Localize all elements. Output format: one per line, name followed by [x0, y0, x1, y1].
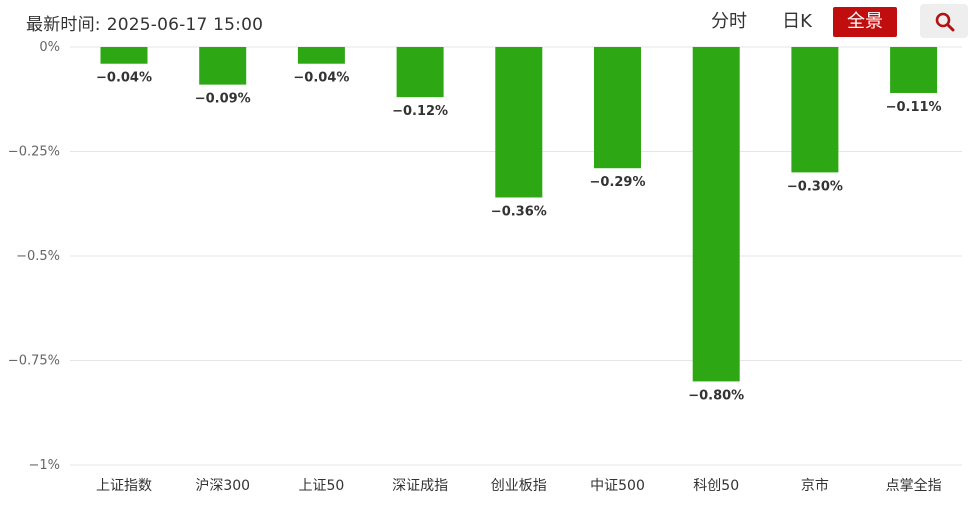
bar: [100, 47, 148, 64]
data-label: −0.29%: [590, 175, 646, 190]
y-tick-label: −0.5%: [16, 249, 60, 264]
x-tick-label: 沪深300: [195, 478, 250, 494]
data-label: −0.12%: [392, 104, 448, 119]
data-label: −0.09%: [195, 92, 251, 107]
search-button[interactable]: [920, 4, 968, 38]
bar: [791, 47, 839, 173]
update-time-label: 最新时间:: [26, 15, 101, 35]
x-tick-label: 科创50: [693, 478, 739, 494]
update-time-value: 2025-06-17 15:00: [106, 15, 264, 35]
data-label: −0.04%: [293, 71, 349, 86]
bar: [890, 47, 938, 93]
update-time: 最新时间: 2025-06-17 15:00: [26, 10, 263, 35]
bar: [495, 47, 543, 198]
bar: [396, 47, 444, 98]
data-label: −0.04%: [96, 71, 152, 86]
x-tick-label: 上证指数: [96, 478, 152, 494]
data-label: −0.36%: [491, 204, 547, 219]
bar: [297, 47, 345, 64]
y-tick-label: 0%: [39, 40, 60, 55]
search-icon: [935, 12, 955, 32]
y-tick-label: −0.25%: [8, 145, 60, 160]
data-label: −0.80%: [688, 388, 744, 403]
data-label: −0.30%: [787, 179, 843, 194]
x-tick-label: 点掌全指: [886, 477, 942, 494]
x-tick-label: 中证500: [590, 478, 645, 494]
x-tick-label: 上证50: [298, 478, 344, 494]
x-tick-label: 深证成指: [392, 478, 448, 494]
tab-overview[interactable]: 全景: [833, 7, 897, 37]
y-tick-label: −1%: [28, 458, 60, 473]
tab-intraday[interactable]: 分时: [711, 11, 747, 32]
data-label: −0.11%: [886, 100, 942, 115]
x-tick-label: 京市: [801, 477, 829, 494]
header: 最新时间: 2025-06-17 15:00 分时 日K 全景: [0, 0, 968, 44]
bar: [692, 47, 740, 382]
tab-daily-k[interactable]: 日K: [782, 11, 812, 32]
y-tick-label: −0.75%: [8, 354, 60, 369]
bar: [594, 47, 641, 169]
bar: [199, 47, 247, 85]
x-tick-label: 创业板指: [491, 478, 547, 494]
